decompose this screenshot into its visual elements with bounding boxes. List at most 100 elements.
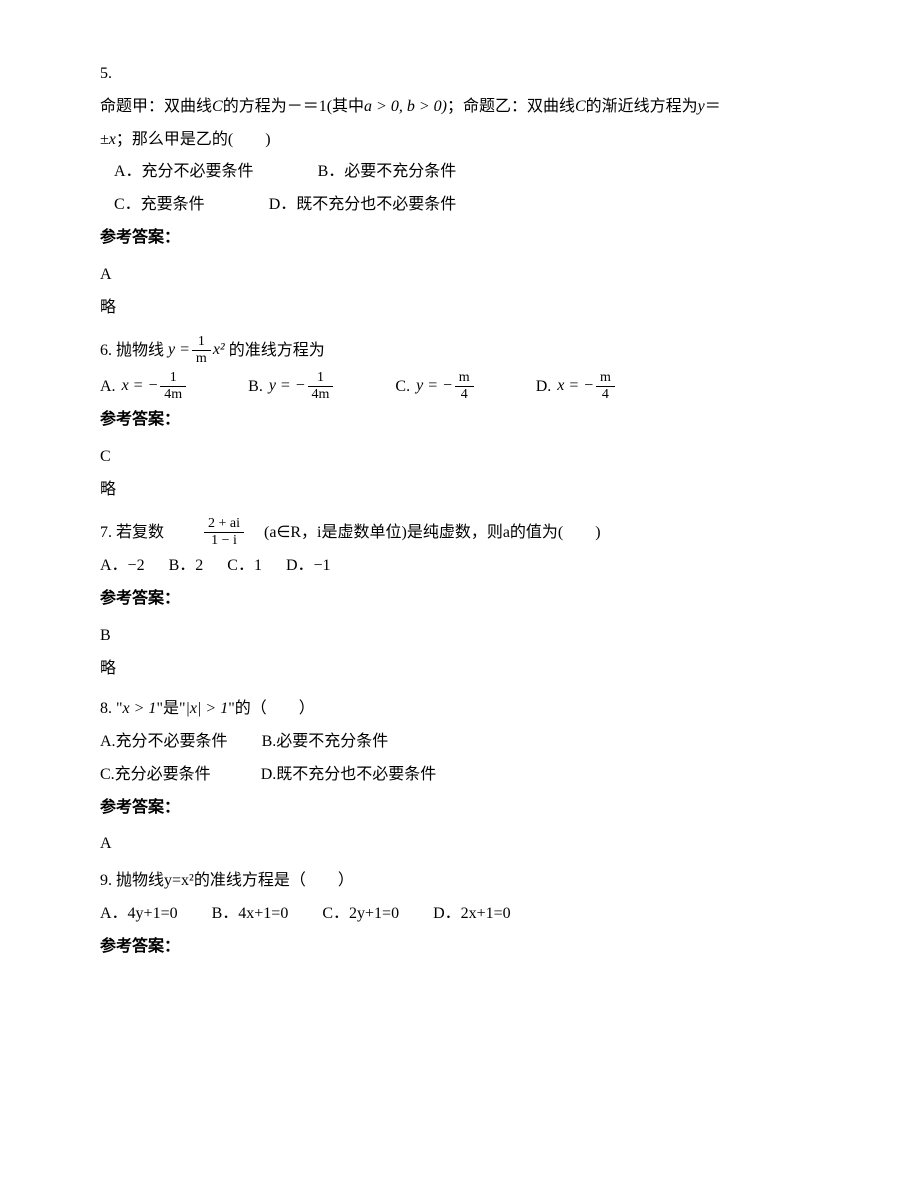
answer-label: 参考答案： bbox=[100, 585, 820, 614]
q8-option-c: C.充分必要条件 bbox=[100, 766, 211, 783]
q9-option-c: C．2y+1=0 bbox=[322, 905, 399, 922]
label-d: D. bbox=[536, 373, 552, 402]
opt-frac: m 4 bbox=[455, 370, 474, 402]
q7-option-a: A．−2 bbox=[100, 557, 145, 574]
q5-c2: C bbox=[575, 98, 586, 115]
q5-text: ；命题乙：双曲线 bbox=[447, 98, 575, 115]
frac-num: m bbox=[455, 370, 474, 386]
q6-options: A. x = − 1 4m B. y = − 1 4m C. y bbox=[100, 370, 820, 402]
q6-suffix: 的准线方程为 bbox=[229, 337, 325, 366]
answer-label: 参考答案： bbox=[100, 406, 820, 435]
answer-value: A bbox=[100, 261, 820, 290]
q5-line2: ±x；那么甲是乙的( ) bbox=[100, 126, 820, 155]
frac-num: 1 bbox=[308, 370, 334, 386]
question-6: 6. 抛物线 y = 1 m x² 的准线方程为 A. x = − 1 4m B… bbox=[100, 334, 820, 504]
q9-stem: 9. 抛物线y=x²的准线方程是（ ） bbox=[100, 867, 820, 896]
answer-label: 参考答案： bbox=[100, 224, 820, 253]
frac-num: 1 bbox=[160, 370, 186, 386]
q8-option-b: B.必要不充分条件 bbox=[262, 733, 389, 750]
q5-c1: C bbox=[212, 98, 223, 115]
answer-note: 略 bbox=[100, 294, 820, 323]
answer-note: 略 bbox=[100, 655, 820, 684]
q5-line1: 命题甲：双曲线C的方程为－＝1(其中a > 0, b > 0)；命题乙：双曲线C… bbox=[100, 93, 820, 122]
q9-option-b: B．4x+1=0 bbox=[212, 905, 289, 922]
q5-cond: a > 0, b > 0) bbox=[364, 98, 447, 115]
q8-option-a: A.充分不必要条件 bbox=[100, 733, 228, 750]
question-7: 7. 若复数 2 + ai 1 − i (a∈R，i是虚数单位)是纯虚数，则a的… bbox=[100, 516, 820, 683]
frac-den: m bbox=[192, 351, 211, 366]
q5-text: ；那么甲是乙的( ) bbox=[116, 131, 271, 148]
label-b: B. bbox=[248, 373, 263, 402]
q6-option-d: D. x = − m 4 bbox=[536, 370, 617, 402]
question-9: 9. 抛物线y=x²的准线方程是（ ） A．4y+1=0 B．4x+1=0 C．… bbox=[100, 867, 820, 961]
q5-text: 的渐近线方程为 bbox=[586, 98, 698, 115]
q5-number: 5. bbox=[100, 60, 820, 89]
q6-option-c: C. y = − m 4 bbox=[395, 370, 475, 402]
opt-lhs: y = − bbox=[416, 372, 453, 401]
q5-option-b: B．必要不充分条件 bbox=[318, 163, 457, 180]
q5-options-row2: C．充要条件 D．既不充分也不必要条件 bbox=[100, 191, 820, 220]
opt-lhs: y = − bbox=[269, 372, 306, 401]
question-8: 8. "x > 1"是"|x| > 1"的（ ） A.充分不必要条件 B.必要不… bbox=[100, 695, 820, 859]
answer-label: 参考答案： bbox=[100, 933, 820, 962]
frac-den: 4 bbox=[455, 387, 474, 402]
q6-option-a: A. x = − 1 4m bbox=[100, 370, 188, 402]
frac-den: 4 bbox=[596, 387, 615, 402]
q9-option-d: D．2x+1=0 bbox=[433, 905, 511, 922]
q5-option-c: C．充要条件 bbox=[114, 196, 205, 213]
label-a: A. bbox=[100, 373, 116, 402]
q8-options-row1: A.充分不必要条件 B.必要不充分条件 bbox=[100, 728, 820, 757]
q6-option-b: B. y = − 1 4m bbox=[248, 370, 335, 402]
frac-den: 4m bbox=[160, 387, 186, 402]
q5-x: x bbox=[109, 131, 116, 148]
q7-suffix: (a∈R，i是虚数单位)是纯虚数，则a的值为( ) bbox=[264, 519, 601, 548]
q8-cond2: |x| > 1 bbox=[186, 700, 229, 717]
q7-prefix: 7. 若复数 bbox=[100, 519, 164, 548]
label-c: C. bbox=[395, 373, 410, 402]
q9-option-a: A．4y+1=0 bbox=[100, 905, 178, 922]
q5-option-d: D．既不充分也不必要条件 bbox=[269, 196, 457, 213]
answer-label: 参考答案： bbox=[100, 794, 820, 823]
q5-text: 的方程为－＝1(其中 bbox=[223, 98, 364, 115]
answer-value: A bbox=[100, 830, 820, 859]
frac-den: 4m bbox=[308, 387, 334, 402]
q8-options-row2: C.充分必要条件 D.既不充分也不必要条件 bbox=[100, 761, 820, 790]
q5-options-row1: A．充分不必要条件 B．必要不充分条件 bbox=[100, 158, 820, 187]
q6-equation: y = 1 m x² bbox=[168, 334, 225, 366]
q6-stem: 6. 抛物线 y = 1 m x² 的准线方程为 bbox=[100, 334, 820, 366]
q5-option-a: A．充分不必要条件 bbox=[114, 163, 254, 180]
q8-stem: 8. "x > 1"是"|x| > 1"的（ ） bbox=[100, 695, 820, 724]
q6-eq-lhs: y = bbox=[168, 336, 190, 365]
frac-num: 2 + ai bbox=[204, 516, 244, 532]
q7-frac: 2 + ai 1 − i bbox=[204, 516, 244, 548]
q7-options: A．−2 B．2 C．1 D．−1 bbox=[100, 552, 820, 581]
q9-options: A．4y+1=0 B．4x+1=0 C．2y+1=0 D．2x+1=0 bbox=[100, 900, 820, 929]
q7-stem: 7. 若复数 2 + ai 1 − i (a∈R，i是虚数单位)是纯虚数，则a的… bbox=[100, 516, 820, 548]
frac-num: m bbox=[596, 370, 615, 386]
opt-lhs: x = − bbox=[557, 372, 594, 401]
q8-text: "是" bbox=[156, 700, 185, 717]
answer-value: B bbox=[100, 622, 820, 651]
q5-text: 命题甲：双曲线 bbox=[100, 98, 212, 115]
q6-prefix: 6. 抛物线 bbox=[100, 337, 164, 366]
q7-option-c: C．1 bbox=[227, 557, 262, 574]
answer-value: C bbox=[100, 443, 820, 472]
frac-num: 1 bbox=[192, 334, 211, 350]
frac-den: 1 − i bbox=[204, 533, 244, 548]
q7-option-d: D．−1 bbox=[286, 557, 331, 574]
q6-eq-frac: 1 m bbox=[192, 334, 211, 366]
question-5: 5. 命题甲：双曲线C的方程为－＝1(其中a > 0, b > 0)；命题乙：双… bbox=[100, 60, 820, 322]
opt-frac: 1 4m bbox=[308, 370, 334, 402]
q8-cond1: x > 1 bbox=[123, 700, 157, 717]
q5-pm: ± bbox=[100, 131, 109, 148]
opt-frac: 1 4m bbox=[160, 370, 186, 402]
q8-text: 8. " bbox=[100, 700, 123, 717]
answer-note: 略 bbox=[100, 476, 820, 505]
q5-y: y bbox=[698, 98, 705, 115]
q8-option-d: D.既不充分也不必要条件 bbox=[261, 766, 437, 783]
q6-eq-rhs: x² bbox=[213, 336, 225, 365]
opt-frac: m 4 bbox=[596, 370, 615, 402]
q7-option-b: B．2 bbox=[169, 557, 204, 574]
opt-lhs: x = − bbox=[122, 372, 159, 401]
q8-text: "的（ ） bbox=[228, 700, 315, 717]
